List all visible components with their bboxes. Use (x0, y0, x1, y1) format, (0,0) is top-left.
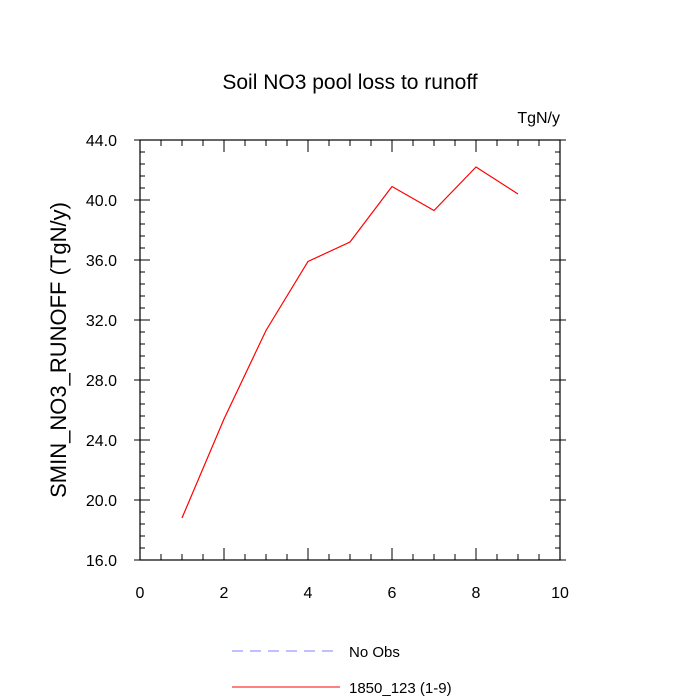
axis-tick-labels: 0 2 4 6 8 10 16.0 20.0 24.0 28.0 32.0 36.0 40.0 44.0 (86, 133, 569, 602)
x-tick-label: 8 (472, 585, 481, 602)
legend-label: 1850_123 (1-9) (349, 680, 452, 697)
series-line (181, 166, 519, 519)
x-tick-label: 4 (304, 585, 313, 602)
y-tick-label: 20.0 (86, 493, 117, 510)
y-axis-label: SMIN_NO3_RUNOFF (TgN/y) (46, 202, 71, 498)
legend: No Obs 1850_123 (1-9) (232, 644, 452, 697)
legend-label: No Obs (349, 644, 400, 661)
x-tick-label: 2 (220, 585, 229, 602)
series-layer (181, 166, 519, 519)
units-label: TgN/y (517, 110, 560, 127)
y-tick-label: 44.0 (86, 133, 117, 150)
y-tick-label: 24.0 (86, 433, 117, 450)
chart-title: Soil NO3 pool loss to runoff (222, 71, 477, 94)
y-tick-label: 36.0 (86, 253, 117, 270)
plot-frame (139, 139, 561, 561)
x-tick-label: 0 (136, 585, 145, 602)
x-tick-label: 6 (388, 585, 397, 602)
y-tick-label: 16.0 (86, 553, 117, 570)
axis-ticks (134, 139, 566, 561)
x-tick-label: 10 (551, 585, 569, 602)
y-tick-label: 28.0 (86, 373, 117, 390)
y-tick-label: 40.0 (86, 193, 117, 210)
y-tick-label: 32.0 (86, 313, 117, 330)
